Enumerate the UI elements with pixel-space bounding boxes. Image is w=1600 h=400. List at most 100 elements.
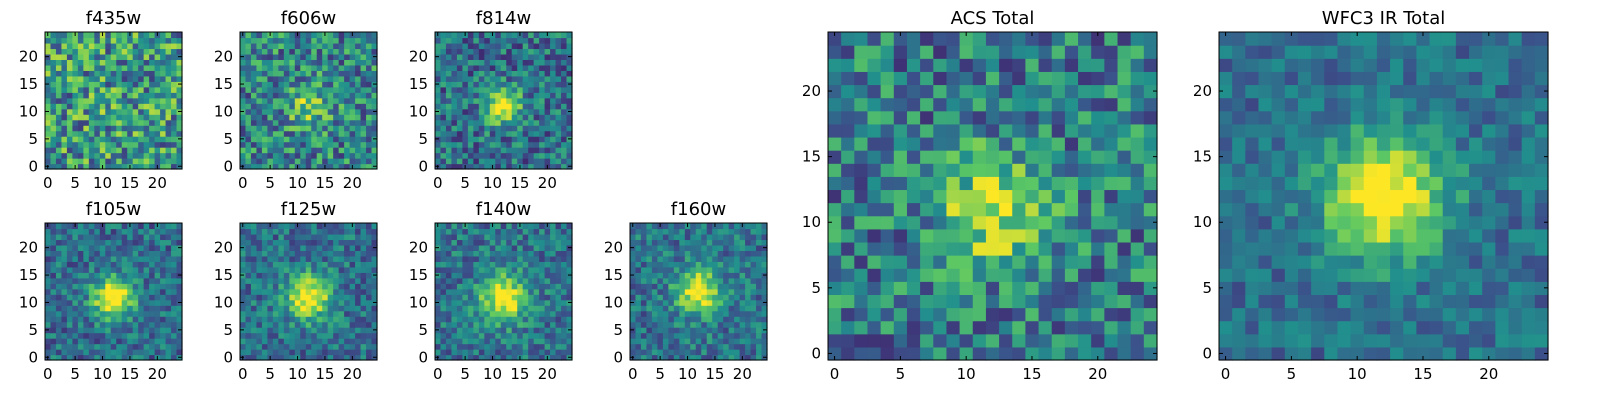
heatmap-cell <box>50 125 57 132</box>
heatmap-cell <box>105 37 112 44</box>
heatmap-cell <box>338 119 345 126</box>
heatmap-cell <box>495 294 502 301</box>
heatmap-cell <box>154 266 161 273</box>
heatmap-cell <box>278 272 285 279</box>
heatmap-cell <box>116 147 123 154</box>
heatmap-cell <box>338 97 345 104</box>
heatmap-cell <box>484 332 491 339</box>
heatmap-cell <box>138 75 145 82</box>
heatmap-cell <box>462 75 469 82</box>
heatmap-cell <box>149 53 156 60</box>
x-tick-label: 10 <box>483 365 502 383</box>
heatmap-cell <box>440 272 447 279</box>
heatmap-cell <box>127 332 134 339</box>
heatmap-cell <box>462 228 469 235</box>
heatmap-cell <box>267 97 274 104</box>
heatmap-cell <box>867 150 882 164</box>
heatmap-cell <box>300 114 307 121</box>
heatmap-cell <box>1130 215 1145 230</box>
heatmap-cell <box>245 42 252 50</box>
heatmap-cell <box>143 261 150 268</box>
heatmap-cell <box>1078 176 1092 191</box>
heatmap-cell <box>94 223 101 230</box>
heatmap-cell <box>739 255 746 262</box>
heatmap-cell <box>344 37 351 44</box>
heatmap-cell <box>88 239 95 246</box>
heatmap-cell <box>256 223 263 230</box>
heatmap-cell <box>261 97 268 104</box>
heatmap-cell <box>489 294 496 301</box>
heatmap-cell <box>45 349 52 356</box>
heatmap-cell <box>132 119 139 126</box>
heatmap-cell <box>456 316 463 323</box>
heatmap-cell <box>176 349 183 356</box>
heatmap-cell <box>105 354 112 361</box>
heatmap-cell <box>294 141 301 148</box>
heatmap-cell <box>267 343 274 350</box>
heatmap-cell <box>256 70 263 77</box>
heatmap-cell <box>528 321 535 328</box>
heatmap-cell <box>489 239 496 246</box>
heatmap-cell <box>138 108 145 115</box>
heatmap-cell <box>88 255 95 262</box>
heatmap-cell <box>451 141 458 148</box>
heatmap-cell <box>171 223 178 230</box>
heatmap-cell <box>734 239 741 246</box>
heatmap-cell <box>261 119 268 126</box>
heatmap-cell <box>165 130 172 137</box>
heatmap-cell <box>355 97 362 104</box>
heatmap-cell <box>566 103 573 110</box>
heatmap-cell <box>522 53 529 60</box>
heatmap-cell <box>1064 215 1079 230</box>
heatmap-cell <box>327 42 334 50</box>
heatmap-cell <box>756 327 763 334</box>
heatmap-cell <box>435 103 442 110</box>
heatmap-cell <box>668 223 675 230</box>
heatmap-cell <box>171 338 178 345</box>
heatmap-cell <box>701 250 708 257</box>
heatmap-cell <box>322 48 329 55</box>
heatmap-cell <box>366 97 373 104</box>
heatmap-cell <box>267 244 274 251</box>
heatmap-cell <box>679 349 686 356</box>
heatmap-cell <box>171 163 178 170</box>
heatmap-cell <box>99 305 106 312</box>
heatmap-cell <box>517 228 524 235</box>
heatmap-cell <box>366 64 373 71</box>
heatmap-cell <box>55 338 63 345</box>
heatmap-cell <box>495 338 502 345</box>
heatmap-cell <box>841 215 855 230</box>
heatmap-cell <box>88 119 95 126</box>
heatmap-cell <box>522 48 529 55</box>
heatmap-cell <box>278 228 285 235</box>
heatmap-cell <box>484 321 491 328</box>
heatmap-cell <box>500 163 507 170</box>
heatmap-cell <box>371 250 378 257</box>
heatmap-cell <box>245 354 252 361</box>
heatmap-cell <box>283 37 290 44</box>
heatmap-cell <box>734 244 741 251</box>
y-tick-label: 0 <box>28 348 38 366</box>
heatmap-cell <box>355 277 362 284</box>
heatmap-cell <box>333 272 340 279</box>
heatmap-cell <box>338 228 345 235</box>
heatmap-cell <box>149 310 156 317</box>
heatmap-cell <box>83 119 90 126</box>
heatmap-cell <box>138 338 145 345</box>
heatmap-cell <box>528 32 535 39</box>
heatmap-cell <box>322 305 329 312</box>
heatmap-cell <box>893 307 908 322</box>
heatmap-cell <box>360 48 367 55</box>
heatmap-cell <box>539 316 546 323</box>
heatmap-cell <box>1012 189 1026 204</box>
heatmap-cell <box>132 338 139 345</box>
heatmap-cell <box>467 332 474 339</box>
heatmap-cell <box>272 64 279 71</box>
heatmap-cell <box>566 158 573 165</box>
heatmap-cell <box>116 321 123 328</box>
heatmap-cell <box>500 114 507 121</box>
heatmap-cell <box>484 103 491 110</box>
heatmap-cell <box>176 250 183 257</box>
heatmap-cell <box>854 189 869 204</box>
